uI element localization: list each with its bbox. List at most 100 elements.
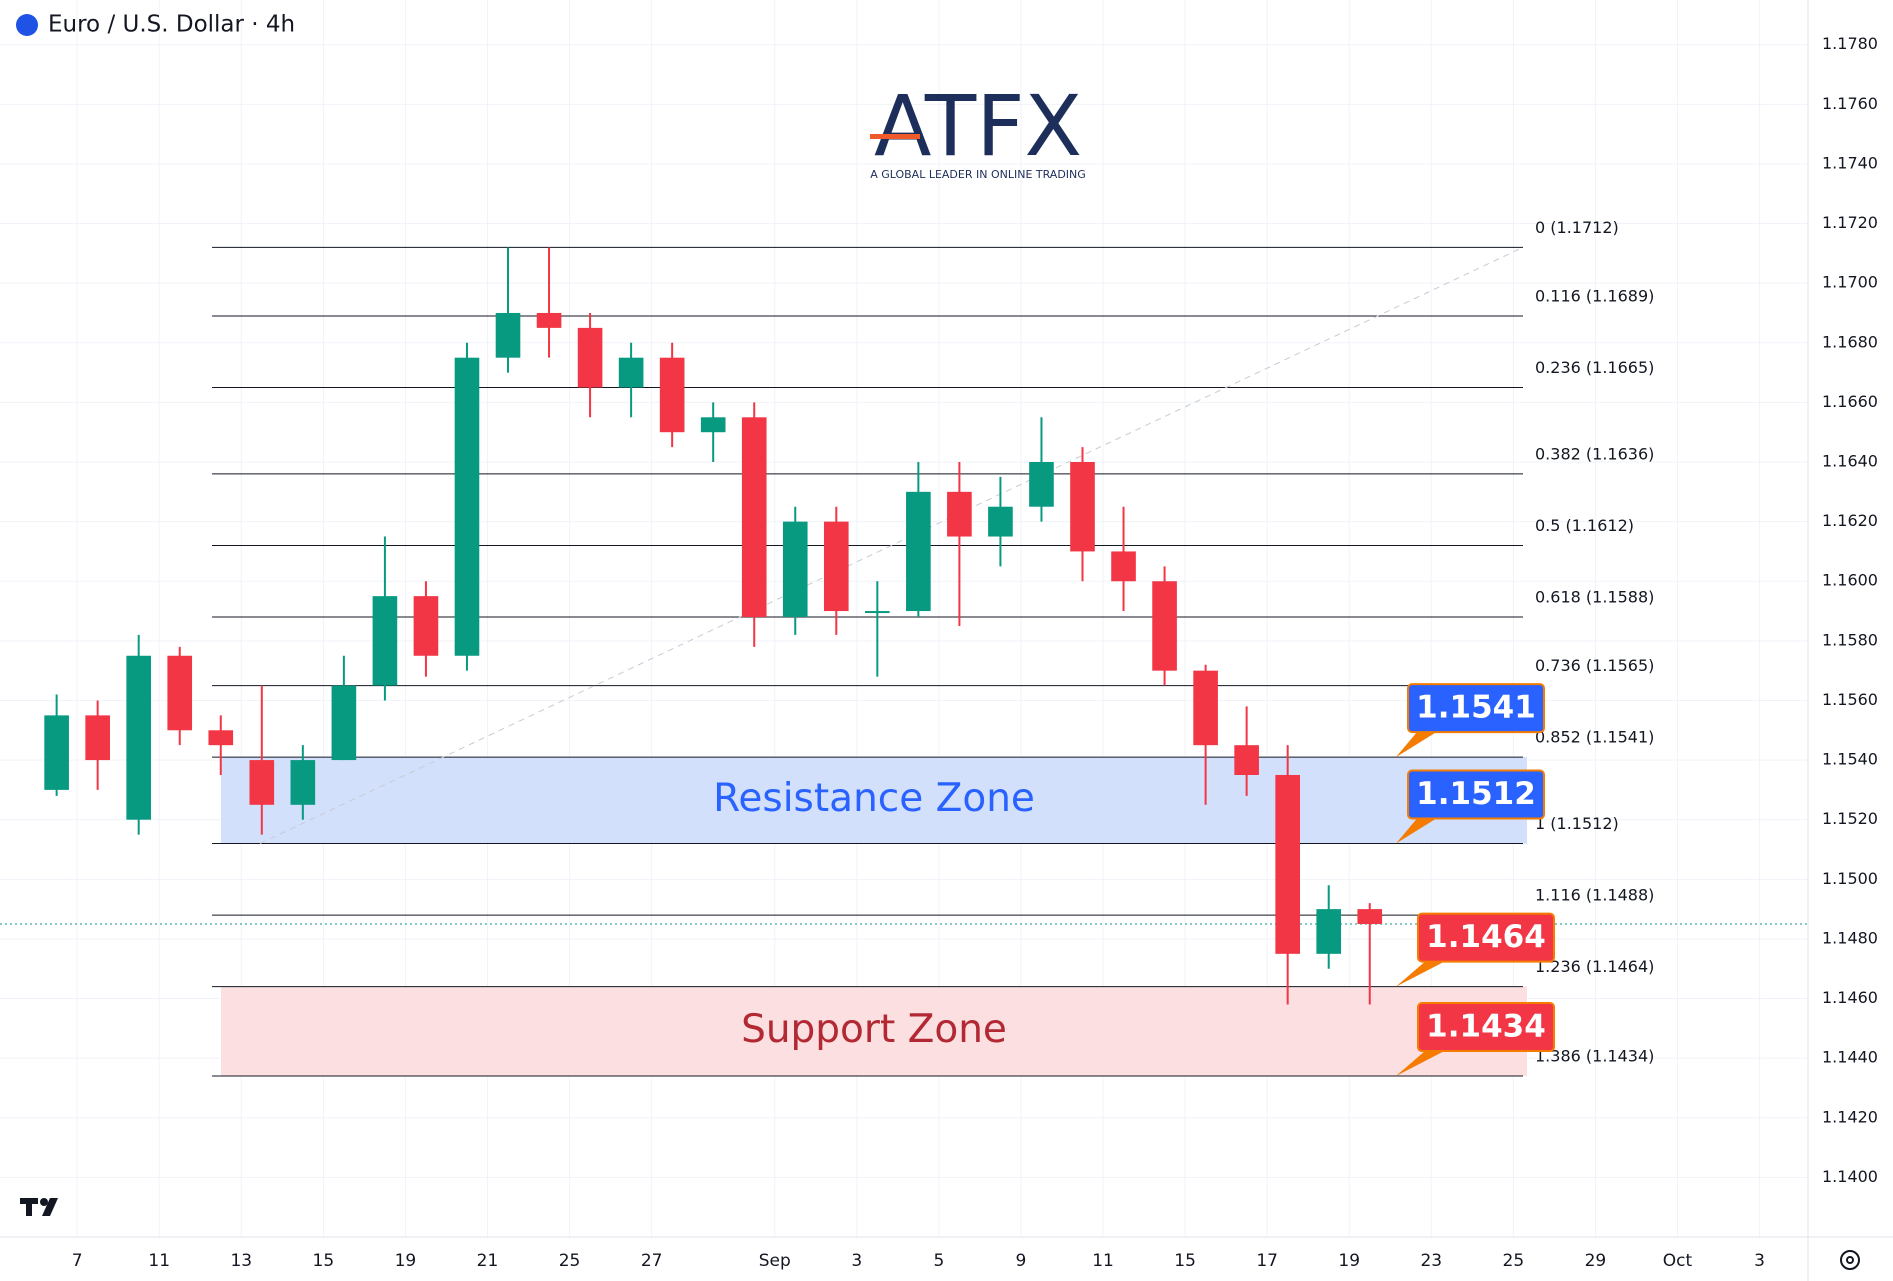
y-tick-label: 1.1520 bbox=[1822, 809, 1878, 828]
candle-body bbox=[249, 760, 275, 805]
x-tick-label: 5 bbox=[933, 1251, 944, 1271]
candle-body bbox=[167, 655, 193, 731]
price-badge-label: 1.1434 bbox=[1426, 1009, 1546, 1045]
x-tick-label: 23 bbox=[1420, 1251, 1442, 1271]
tv-logo-part bbox=[42, 1198, 58, 1216]
fib-label: 0.852 (1.1541) bbox=[1535, 728, 1654, 747]
x-tick-label: 29 bbox=[1585, 1251, 1607, 1271]
y-tick-label: 1.1660 bbox=[1822, 392, 1878, 411]
candle-body bbox=[700, 417, 726, 433]
x-tick-label: Oct bbox=[1663, 1251, 1693, 1271]
x-tick-label: 9 bbox=[1016, 1251, 1027, 1271]
chart-title: Euro / U.S. Dollar · 4h bbox=[48, 12, 295, 38]
y-tick-label: 1.1460 bbox=[1822, 988, 1878, 1007]
candle-body bbox=[1029, 462, 1054, 507]
candle-body bbox=[823, 521, 849, 612]
fib-label: 0.736 (1.1565) bbox=[1535, 656, 1654, 675]
x-tick-label: 19 bbox=[395, 1251, 417, 1271]
settings-icon[interactable] bbox=[1840, 1250, 1860, 1270]
price-badge-label: 1.1512 bbox=[1416, 776, 1536, 812]
symbol-icon bbox=[16, 14, 38, 36]
x-tick-label: 15 bbox=[313, 1251, 335, 1271]
candle-body bbox=[1111, 551, 1136, 582]
settings-icon-center bbox=[1846, 1256, 1854, 1264]
candle-body bbox=[290, 760, 316, 805]
x-tick-label: Sep bbox=[759, 1251, 791, 1271]
y-tick-label: 1.1440 bbox=[1822, 1048, 1878, 1067]
fib-label: 0.116 (1.1689) bbox=[1535, 286, 1654, 305]
y-tick-label: 1.1740 bbox=[1822, 153, 1878, 172]
y-tick-label: 1.1780 bbox=[1822, 34, 1878, 53]
x-tick-label: 25 bbox=[1503, 1251, 1525, 1271]
y-tick-label: 1.1700 bbox=[1822, 273, 1878, 292]
x-tick-label: 17 bbox=[1256, 1251, 1278, 1271]
candle-body bbox=[865, 611, 890, 614]
candle-body bbox=[988, 506, 1013, 537]
x-tick-label: 11 bbox=[1092, 1251, 1114, 1271]
y-tick-label: 1.1680 bbox=[1822, 332, 1878, 351]
y-tick-label: 1.1400 bbox=[1822, 1167, 1878, 1186]
candle-body bbox=[741, 417, 767, 618]
y-tick-label: 1.1480 bbox=[1822, 928, 1878, 947]
logo-tagline: A GLOBAL LEADER IN ONLINE TRADING bbox=[870, 168, 1086, 181]
logo-accent bbox=[870, 134, 920, 139]
badge-pointer bbox=[1396, 955, 1456, 987]
x-tick-label: 13 bbox=[230, 1251, 252, 1271]
candle-body bbox=[413, 596, 439, 656]
badge-pointer bbox=[1396, 1045, 1456, 1077]
price-badge bbox=[1407, 769, 1545, 820]
y-tick-label: 1.1720 bbox=[1822, 213, 1878, 232]
x-tick-label: 3 bbox=[851, 1251, 862, 1271]
x-tick-label: 7 bbox=[72, 1251, 83, 1271]
zone bbox=[221, 757, 1527, 844]
x-tick-label: 27 bbox=[641, 1251, 663, 1271]
candle-body bbox=[1234, 745, 1259, 775]
candle-body bbox=[947, 491, 972, 537]
price-badge bbox=[1417, 912, 1555, 963]
fib-label: 1.386 (1.1434) bbox=[1535, 1047, 1654, 1066]
y-tick-label: 1.1620 bbox=[1822, 511, 1878, 530]
candle-body bbox=[1357, 909, 1383, 925]
x-tick-label: 11 bbox=[148, 1251, 170, 1271]
badge-pointer bbox=[1396, 726, 1446, 758]
x-tick-label: 25 bbox=[559, 1251, 581, 1271]
y-tick-label: 1.1500 bbox=[1822, 869, 1878, 888]
y-tick-label: 1.1600 bbox=[1822, 571, 1878, 590]
fib-label: 0.618 (1.1588) bbox=[1535, 588, 1654, 607]
candle-body bbox=[44, 715, 69, 790]
candle-body bbox=[331, 685, 357, 761]
candle-body bbox=[536, 312, 562, 328]
candle-body bbox=[1070, 462, 1095, 552]
candle-body bbox=[618, 357, 644, 388]
candle-body bbox=[1316, 909, 1342, 954]
candle-body bbox=[1193, 670, 1218, 746]
price-badge bbox=[1417, 1002, 1555, 1053]
y-tick-label: 1.1640 bbox=[1822, 452, 1878, 471]
candle-body bbox=[1275, 774, 1300, 954]
tv-logo-part bbox=[40, 1198, 48, 1206]
x-tick-label: 21 bbox=[477, 1251, 499, 1271]
y-tick-label: 1.1580 bbox=[1822, 630, 1878, 649]
candle-body bbox=[577, 327, 603, 388]
y-tick-label: 1.1760 bbox=[1822, 94, 1878, 113]
candle-body bbox=[906, 491, 931, 612]
tv-logo bbox=[20, 1198, 58, 1216]
badge-pointer bbox=[1396, 812, 1446, 844]
fib-label: 0 (1.1712) bbox=[1535, 218, 1619, 237]
fib-label: 1 (1.1512) bbox=[1535, 814, 1619, 833]
fib-label: 1.236 (1.1464) bbox=[1535, 957, 1654, 976]
candle-body bbox=[659, 357, 685, 433]
candle-body bbox=[208, 730, 234, 746]
fib-label: 1.116 (1.1488) bbox=[1535, 886, 1654, 905]
candle-body bbox=[372, 596, 398, 686]
zone-label: Resistance Zone bbox=[713, 776, 1035, 821]
x-tick-label: 15 bbox=[1174, 1251, 1196, 1271]
x-tick-label: 19 bbox=[1338, 1251, 1360, 1271]
candle-body bbox=[495, 312, 521, 358]
fib-label: 0.236 (1.1665) bbox=[1535, 358, 1654, 377]
y-tick-label: 1.1560 bbox=[1822, 690, 1878, 709]
fib-label: 0.382 (1.1636) bbox=[1535, 444, 1654, 463]
tv-logo-part bbox=[26, 1198, 32, 1216]
candle-body bbox=[454, 357, 480, 656]
